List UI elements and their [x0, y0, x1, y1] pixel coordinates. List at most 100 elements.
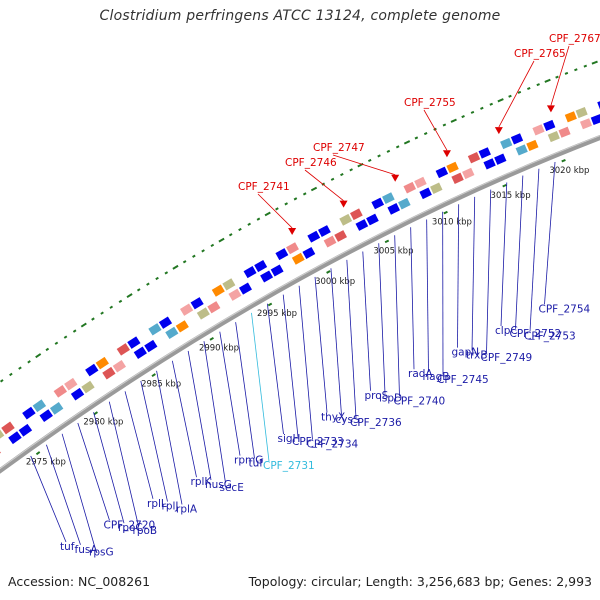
gene-feature[interactable]: [112, 360, 127, 373]
gene-feature[interactable]: [95, 356, 109, 370]
gene-feature[interactable]: [270, 264, 284, 277]
gene-feature[interactable]: [403, 181, 417, 194]
gene-feature[interactable]: [8, 431, 22, 445]
gene-feature[interactable]: [127, 336, 141, 349]
gene-label[interactable]: CPF_2734: [307, 439, 359, 451]
gene-feature[interactable]: [318, 225, 331, 237]
gene-label[interactable]: ispD: [379, 393, 402, 405]
gene-feature[interactable]: [102, 366, 116, 380]
gene-label[interactable]: clpC: [495, 325, 518, 337]
gene-feature[interactable]: [70, 387, 85, 401]
gene-label[interactable]: trxB: [466, 349, 488, 361]
gene-label[interactable]: nusG: [205, 479, 232, 491]
gene-feature[interactable]: [558, 126, 571, 138]
gene-label[interactable]: CPF_2741: [238, 181, 290, 193]
gene-feature[interactable]: [190, 297, 204, 310]
gene-feature[interactable]: [175, 320, 189, 333]
gene-feature[interactable]: [243, 266, 257, 279]
gene-label[interactable]: CPF_2749: [481, 352, 533, 364]
gene-label[interactable]: thyX: [321, 411, 345, 423]
gene-feature[interactable]: [211, 284, 225, 297]
gene-feature[interactable]: [302, 247, 316, 259]
gene-label[interactable]: CPF_2740: [394, 395, 446, 407]
gene-feature[interactable]: [207, 301, 221, 314]
gene-feature[interactable]: [371, 197, 385, 210]
gene-label[interactable]: rpsG: [89, 547, 114, 559]
gene-feature[interactable]: [543, 119, 556, 132]
gene-label[interactable]: CPF_2747: [313, 142, 365, 154]
gene-feature[interactable]: [64, 377, 78, 391]
gene-label[interactable]: rplK: [191, 476, 213, 488]
gene-feature[interactable]: [81, 380, 95, 394]
gene-label[interactable]: sigH: [278, 433, 301, 445]
gene-feature[interactable]: [564, 111, 577, 123]
gene-label[interactable]: cysS: [336, 414, 360, 426]
gene-label[interactable]: rplL: [147, 498, 167, 510]
gene-feature[interactable]: [597, 99, 600, 110]
gene-label[interactable]: radA: [408, 368, 433, 380]
gene-label[interactable]: CPF_2754: [539, 303, 591, 315]
gene-feature[interactable]: [387, 203, 400, 215]
gene-feature[interactable]: [116, 343, 130, 356]
gene-feature[interactable]: [1, 421, 15, 435]
gene-feature[interactable]: [339, 213, 353, 226]
gene-feature[interactable]: [462, 167, 475, 180]
gene-feature[interactable]: [510, 133, 524, 145]
gene-feature[interactable]: [228, 288, 242, 301]
gene-feature[interactable]: [275, 248, 289, 261]
gene-feature[interactable]: [22, 406, 36, 420]
gene-label[interactable]: CPF_2753: [524, 331, 576, 343]
gene-label[interactable]: fusA: [75, 544, 99, 556]
gene-feature[interactable]: [18, 423, 33, 437]
gene-feature[interactable]: [579, 118, 593, 130]
gene-label[interactable]: rplJ: [162, 501, 179, 513]
gene-feature[interactable]: [382, 192, 395, 204]
gene-feature[interactable]: [286, 242, 299, 255]
gene-feature[interactable]: [148, 323, 162, 336]
gene-feature[interactable]: [483, 158, 496, 170]
gene-label[interactable]: rpoC: [118, 522, 143, 534]
gene-feature[interactable]: [590, 114, 600, 126]
gene-feature[interactable]: [349, 208, 363, 221]
gene-feature[interactable]: [165, 326, 179, 340]
gene-feature[interactable]: [500, 137, 513, 150]
gene-feature[interactable]: [430, 182, 443, 195]
gene-feature[interactable]: [467, 151, 481, 164]
gene-feature[interactable]: [32, 399, 47, 413]
gene-feature[interactable]: [196, 307, 210, 320]
gene-feature[interactable]: [158, 316, 173, 329]
gene-feature[interactable]: [238, 282, 252, 295]
gene-label[interactable]: CPF_2755: [404, 97, 456, 109]
gene-label[interactable]: nagB: [423, 371, 450, 383]
gene-label[interactable]: rpmG: [234, 455, 263, 467]
gene-feature[interactable]: [53, 384, 68, 398]
gene-label[interactable]: tuf: [249, 457, 264, 469]
gene-feature[interactable]: [133, 346, 147, 359]
gene-feature[interactable]: [0, 429, 5, 442]
gene-feature[interactable]: [435, 166, 449, 179]
gene-label[interactable]: CPF_2767: [549, 33, 600, 45]
gene-label[interactable]: CPF_2731: [263, 460, 315, 472]
gene-label[interactable]: CPF_2765: [514, 48, 566, 60]
gene-feature[interactable]: [222, 278, 236, 291]
gene-label[interactable]: CPF_2746: [285, 157, 337, 169]
gene-label[interactable]: gapN: [452, 347, 480, 359]
gene-feature[interactable]: [478, 147, 491, 159]
gene-feature[interactable]: [575, 107, 588, 119]
gene-feature[interactable]: [398, 197, 411, 210]
gene-feature[interactable]: [334, 230, 347, 242]
gene-feature[interactable]: [85, 363, 99, 377]
gene-feature[interactable]: [323, 235, 337, 248]
gene-label[interactable]: CPF_2733: [292, 436, 344, 448]
gene-label[interactable]: CPF_2720: [104, 519, 156, 531]
gene-feature[interactable]: [39, 409, 53, 423]
gene-label[interactable]: tuf: [60, 541, 75, 553]
gene-label[interactable]: CPF_2752: [510, 328, 562, 340]
gene-label[interactable]: CPF_2736: [350, 417, 402, 429]
gene-feature[interactable]: [254, 260, 268, 273]
gene-feature[interactable]: [355, 219, 369, 231]
gene-label[interactable]: CPF_2745: [437, 374, 489, 386]
gene-label[interactable]: proS: [365, 390, 389, 402]
gene-feature[interactable]: [515, 144, 528, 156]
